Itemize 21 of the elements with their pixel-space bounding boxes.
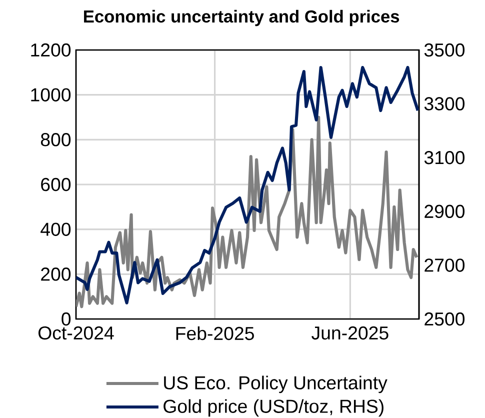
y-tick-label: 200 [41,268,71,281]
y-tick-label: 1200 [31,43,71,57]
y-tick-label: 400 [40,222,71,236]
y2-tick-label: 2900 [424,204,465,218]
y2-tick-label: 2700 [424,258,465,272]
y2-tick-label: 3500 [424,43,465,57]
y2-tick-label: 3300 [424,97,465,110]
y2-tick-label: 3100 [424,150,465,164]
x-tick-label: Feb-2025 [176,326,254,340]
y-tick-label: 800 [40,133,71,146]
x-tick-label: Oct-2024 [38,326,114,340]
legend-label: Gold price (USD/toz, RHS) [164,399,384,417]
legend-label: US Eco. Policy Uncertainty [164,376,388,394]
y-tick-label: 600 [41,178,71,192]
y-tick-label: 0 [62,312,71,326]
line-series [76,116,418,308]
chart-title: Economic uncertainty and Gold prices [84,10,400,26]
y2-tick-label: 2500 [424,312,465,326]
y-tick-label: 1000 [31,88,71,102]
x-tick-label: Jun-2025 [312,326,388,340]
line-series [76,66,420,304]
